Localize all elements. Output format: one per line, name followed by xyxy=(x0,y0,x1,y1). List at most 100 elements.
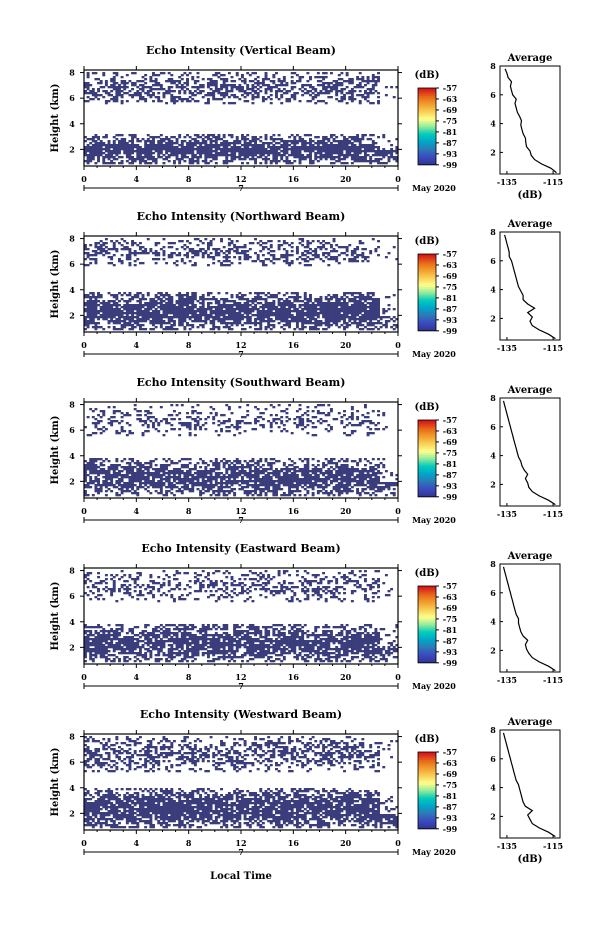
echo-cell xyxy=(377,254,380,257)
echo-cell xyxy=(356,310,360,313)
echo-cell xyxy=(167,484,171,487)
echo-cell xyxy=(269,328,273,331)
echo-cell xyxy=(238,84,242,87)
echo-cell xyxy=(280,146,284,149)
echo-cell xyxy=(269,294,273,297)
echo-cell xyxy=(188,136,192,139)
echo-cell xyxy=(138,300,142,303)
echo-cell xyxy=(191,264,195,267)
echo-cell xyxy=(290,80,294,83)
echo-cell xyxy=(91,310,95,313)
panel-0: Echo Intensity (Vertical Beam)0 4 8 12 16 20 0… xyxy=(50,44,563,201)
echo-cell xyxy=(335,156,339,159)
echo-cell xyxy=(196,80,200,83)
echo-cell xyxy=(282,320,286,323)
echo-cell xyxy=(280,304,284,307)
echo-cell xyxy=(335,302,339,305)
colorbar-segment xyxy=(418,157,436,160)
echo-cell xyxy=(322,312,326,315)
echo-cell xyxy=(159,84,163,87)
echo-cell xyxy=(311,318,315,321)
echo-cell xyxy=(392,308,396,311)
echo-cell xyxy=(123,82,127,85)
echo-cell xyxy=(112,84,116,87)
echo-cell xyxy=(233,246,237,249)
colorbar-tick-label: -87 xyxy=(443,138,457,148)
echo-cell xyxy=(277,314,281,317)
echo-cell xyxy=(290,140,294,143)
echo-cell xyxy=(316,302,320,305)
echo-cell xyxy=(146,94,150,97)
echo-cell xyxy=(395,326,399,329)
echo-cell xyxy=(146,490,150,493)
echo-cell xyxy=(157,302,161,305)
echo-cell xyxy=(89,482,93,485)
echo-cell xyxy=(91,480,95,483)
echo-cell xyxy=(107,406,111,409)
echo-cell xyxy=(382,156,386,159)
echo-cell xyxy=(230,80,234,83)
colorbar-segment xyxy=(418,294,436,297)
echo-cell xyxy=(314,306,318,309)
echo-cell xyxy=(343,292,346,295)
echo-cell xyxy=(301,326,305,329)
echo-cell xyxy=(191,86,195,89)
echo-cell xyxy=(188,470,192,473)
echo-cell xyxy=(136,92,140,95)
echo-cell xyxy=(144,82,148,85)
echo-cell xyxy=(175,248,179,251)
echo-cell xyxy=(340,96,344,99)
colorbar-tick-label: -75 xyxy=(443,116,457,126)
echo-cell xyxy=(374,142,378,145)
echo-cell xyxy=(251,102,255,105)
echo-cell xyxy=(112,78,116,81)
echo-cell xyxy=(238,296,242,299)
echo-cell xyxy=(89,302,93,305)
echo-cell xyxy=(217,318,221,321)
echo-cell xyxy=(261,100,265,103)
echo-cell xyxy=(112,300,116,303)
echo-cell xyxy=(107,320,111,323)
echo-cell xyxy=(172,80,176,83)
echo-cell xyxy=(107,150,111,153)
echo-cell xyxy=(112,88,116,91)
echo-cell xyxy=(358,158,362,161)
echo-cell xyxy=(233,148,237,151)
echo-cell xyxy=(384,326,388,329)
echo-cell xyxy=(340,316,344,319)
echo-cell xyxy=(303,156,307,159)
echo-cell xyxy=(104,314,108,317)
echo-cell xyxy=(371,80,375,83)
echo-cell xyxy=(319,312,323,315)
echo-cell xyxy=(280,318,284,321)
echo-cell xyxy=(340,78,344,81)
echo-cell xyxy=(233,312,237,315)
echo-cell xyxy=(261,262,265,265)
colorbar-tick-label: -93 xyxy=(443,149,458,159)
echo-cell xyxy=(133,322,137,325)
echo-cell xyxy=(314,314,318,317)
echo-cell xyxy=(329,314,333,317)
echo-cell xyxy=(133,476,137,479)
echo-cell xyxy=(180,98,184,101)
echo-cell xyxy=(212,486,216,489)
echo-cell xyxy=(209,80,213,83)
echo-cell xyxy=(107,292,111,295)
echo-cell xyxy=(146,156,150,159)
echo-cell xyxy=(178,300,182,303)
echo-cell xyxy=(136,488,140,491)
echo-cell xyxy=(128,156,132,159)
echo-cell xyxy=(154,302,158,305)
echo-cell xyxy=(293,304,297,307)
echo-cell xyxy=(259,310,263,313)
echo-cell xyxy=(298,312,302,315)
echo-cell xyxy=(107,152,111,155)
echo-cell xyxy=(133,312,137,315)
echo-cell xyxy=(107,86,111,89)
echo-cell xyxy=(91,410,95,413)
echo-cell xyxy=(183,316,187,319)
echo-cell xyxy=(261,318,265,321)
echo-cell xyxy=(295,92,299,95)
echo-cell xyxy=(371,300,375,303)
echo-cell xyxy=(89,296,93,299)
